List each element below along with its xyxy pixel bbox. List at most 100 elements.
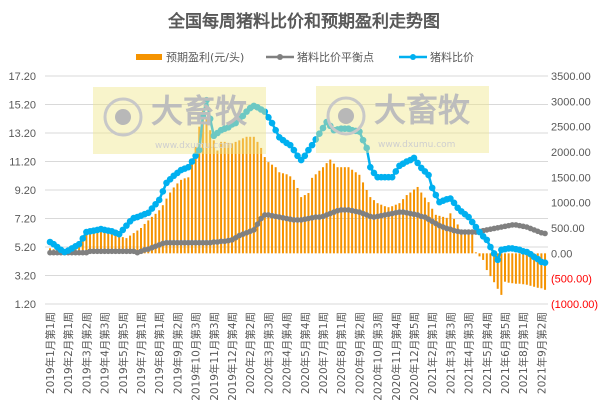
profit-bar: [303, 195, 306, 254]
x-tick-label: 2019年10月第3周: [190, 312, 203, 401]
profit-bar: [460, 230, 463, 254]
ratio-point: [301, 152, 309, 160]
balance-point: [258, 215, 264, 222]
x-tick-label: 2019年12月第4周: [226, 312, 239, 401]
right-axis: (1000.00) (500.00) 0.00 500.00 1000.00 1500.0…: [551, 71, 598, 311]
legend-label-ratio: 猪料比价: [430, 50, 474, 64]
profit-bar: [234, 141, 237, 254]
ratio-point: [188, 158, 196, 165]
profit-bar: [493, 253, 496, 283]
ratio-point: [468, 218, 476, 226]
legend-swatch-profit: [136, 54, 162, 60]
ratio-point: [428, 184, 436, 192]
profit-bar: [383, 206, 386, 254]
balance-point: [251, 227, 257, 233]
x-tick-label: 2021年8月第1周: [517, 312, 530, 394]
profit-bar: [260, 147, 263, 254]
profit-bar: [511, 253, 514, 284]
profit-bar: [180, 179, 183, 254]
profit-bar: [314, 174, 317, 254]
profit-bar: [456, 224, 459, 254]
profit-bar: [504, 253, 506, 282]
left-tick-label: 15.20: [8, 100, 36, 112]
profit-bar: [362, 182, 365, 254]
profit-bar: [85, 233, 88, 254]
profit-bar: [96, 231, 99, 254]
x-tick-label: 2021年9月第2周: [535, 312, 548, 394]
profit-bar: [485, 253, 488, 271]
x-tick-label: 2021年5月第4周: [481, 312, 494, 394]
legend-marker-balance: [277, 54, 283, 60]
profit-bar: [147, 220, 150, 254]
profit-bar: [402, 199, 405, 254]
ratio-point: [286, 141, 294, 149]
left-tick-label: 13.20: [8, 128, 36, 140]
profit-bar: [129, 235, 132, 254]
profit-bar: [398, 203, 401, 254]
profit-bar: [478, 253, 481, 257]
ratio-point: [159, 188, 167, 195]
profit-bar: [445, 217, 448, 254]
x-tick-label: 2019年3月第2周: [80, 312, 93, 394]
profit-bar: [278, 172, 281, 254]
profit-bar: [121, 237, 124, 254]
profit-bar: [369, 197, 372, 254]
x-tick-label: 2019年9月第2周: [171, 312, 184, 394]
profit-bar: [329, 159, 332, 254]
legend-label-balance: 猪料比价平衡点: [297, 50, 374, 64]
profit-bar: [292, 179, 295, 254]
left-tick-label: 5.20: [15, 242, 36, 254]
x-tick-label: 2019年2月第1周: [62, 312, 75, 394]
ratio-point: [392, 168, 400, 175]
profit-bar: [533, 253, 536, 287]
ratio-point: [465, 213, 472, 221]
profit-bar: [442, 216, 445, 254]
ratio-point: [206, 115, 214, 123]
ratio-point: [290, 146, 298, 154]
profit-bar: [89, 232, 92, 254]
watermark-logo-icon: [338, 108, 354, 124]
ratio-point: [75, 240, 83, 248]
ratio-point: [261, 108, 269, 115]
profit-bar: [332, 163, 335, 254]
profit-bar: [205, 119, 208, 254]
watermark-url: www.dxumu.com: [155, 141, 232, 151]
left-axis: 1.20 3.20 5.20 7.20 9.20 11.20 13.20 15.20 17.20: [8, 71, 36, 311]
right-tick-label: 2000.00: [551, 147, 591, 159]
ratio-point: [450, 199, 458, 207]
x-tick-label: 2020年9月第2周: [353, 312, 366, 394]
ratio-point: [414, 159, 421, 167]
balance-point: [542, 230, 548, 237]
profit-bar: [198, 126, 201, 254]
x-tick-label: 2020年10月第3周: [372, 312, 385, 401]
x-tick-label: 2021年2月第1周: [426, 312, 439, 394]
profit-bar: [136, 230, 139, 254]
profit-bar: [372, 200, 375, 254]
ratio-point: [316, 130, 323, 138]
x-tick-label: 2021年6月第5周: [499, 312, 512, 394]
profit-bar: [99, 232, 102, 254]
profit-bar: [140, 228, 142, 254]
watermark-logo-icon: [115, 109, 131, 125]
profit-bar: [256, 141, 259, 254]
profit-bar: [81, 240, 84, 254]
chart-title: 全国每周猪料比价和预期盈利走势图: [167, 11, 440, 32]
profit-bar: [169, 192, 172, 254]
right-tick-label: 3500.00: [551, 71, 591, 83]
profit-bar: [467, 232, 470, 254]
x-tick-label: 2020年7月第1周: [317, 312, 330, 394]
right-tick-label: 1000.00: [551, 198, 591, 210]
profit-bar: [125, 238, 128, 254]
left-tick-label: 17.20: [8, 71, 36, 83]
profit-bar: [212, 140, 215, 254]
profit-bar: [500, 253, 503, 295]
left-tick-label: 7.20: [15, 214, 36, 226]
profit-bar: [325, 163, 328, 254]
profit-bar: [216, 150, 219, 254]
ratio-point: [195, 146, 203, 154]
profit-bar: [238, 140, 241, 254]
ratio-point: [490, 250, 498, 257]
ratio-point: [483, 236, 491, 244]
ratio-point: [203, 96, 210, 104]
x-tick-label: 2020年2月第2周: [244, 312, 257, 394]
